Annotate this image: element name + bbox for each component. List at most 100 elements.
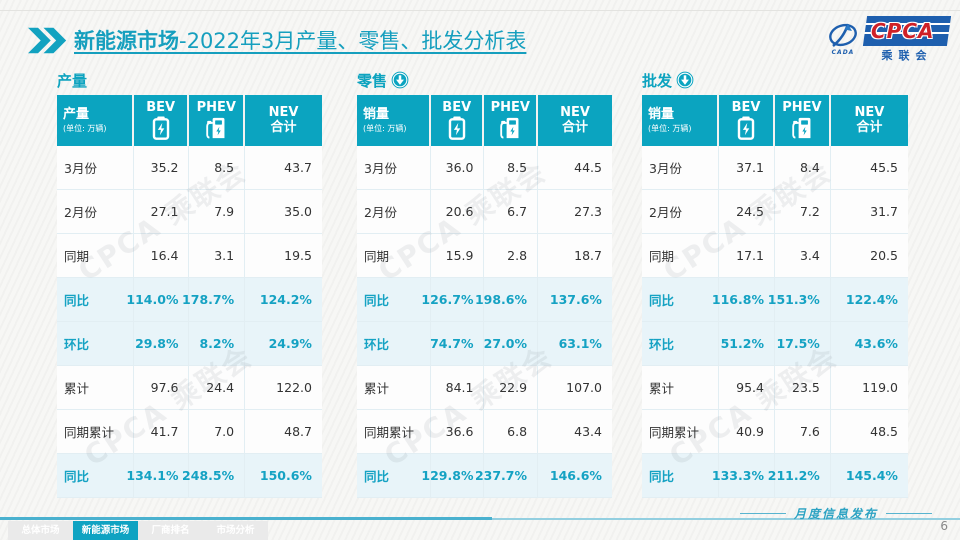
table-cell: 122.0	[245, 366, 322, 410]
row-label: 同期累计	[357, 410, 431, 454]
charger-icon	[500, 118, 519, 140]
table-section-产量: 产量 产量 (单位: 万辆) BEV PHEV NEV 合计 3月份 35.2 8.5 43.7 2月…	[57, 68, 322, 498]
row-label: 同比	[357, 278, 431, 322]
double-chevron-icon	[28, 27, 67, 53]
table-cell: 51.2%	[719, 322, 775, 366]
table-cell: 48.5	[830, 410, 908, 454]
table-cell: 24.4	[189, 366, 246, 410]
header-cell-nev-total: NEV 合计	[538, 95, 612, 146]
table-cell: 36.0	[430, 146, 485, 190]
table-cell: 8.4	[774, 146, 831, 190]
table-cell: 8.5	[189, 146, 246, 190]
table-cell: 3.1	[189, 234, 246, 278]
table-cell: 116.8%	[712, 278, 775, 322]
page-title: 新能源市场-2022年3月产量、零售、批发分析表	[74, 25, 526, 55]
table-cell: 122.4%	[830, 278, 908, 322]
table-cell: 35.2	[133, 146, 190, 190]
table-cell: 44.5	[538, 146, 612, 190]
table-cell: 6.8	[484, 410, 539, 454]
table-cell: 7.0	[189, 410, 246, 454]
table-cell: 198.6%	[475, 278, 539, 322]
page-title-highlight: 新能源市场	[74, 29, 179, 53]
section-title: 零售	[357, 68, 612, 92]
table-cell: 18.7	[538, 234, 612, 278]
table-cell: 23.5	[774, 366, 831, 410]
nev-label-line1: NEV	[268, 104, 299, 120]
caption-dash-left	[739, 513, 786, 514]
table-cell: 8.2%	[189, 322, 246, 366]
footer-tab-总体市场[interactable]: 总体市场	[21, 525, 60, 536]
table-cell: 24.9%	[245, 322, 322, 366]
table-cell: 178.7%	[182, 278, 246, 322]
data-table: 销量 (单位: 万辆) BEV PHEV NEV 合计 3月份 36.0 8.5 44.5 2月份 2…	[357, 95, 612, 498]
table-cell: 17.1	[719, 234, 775, 278]
charger-icon	[792, 118, 811, 140]
phev-label: PHEV	[196, 99, 236, 115]
table-cell: 27.3	[538, 190, 612, 234]
header-cell-bev: BEV	[430, 95, 485, 146]
row-label: 同期	[642, 234, 720, 278]
cpca-org-name: 乘联会	[881, 49, 933, 62]
table-cell: 137.6%	[538, 278, 612, 322]
table-cell: 43.4	[538, 410, 612, 454]
table-cell: 119.0	[830, 366, 908, 410]
row-label: 3月份	[357, 146, 431, 190]
footer-tab-厂商排名[interactable]: 厂商排名	[151, 525, 190, 536]
table-cell: 97.6	[133, 366, 190, 410]
table-cell: 151.3%	[768, 278, 831, 322]
table-cell: 114.0%	[126, 278, 190, 322]
header-cell-nev-total: NEV 合计	[245, 95, 322, 146]
table-cell: 15.9	[430, 234, 485, 278]
row-label: 2月份	[357, 190, 431, 234]
table-cell: 7.9	[189, 190, 246, 234]
table-cell: 16.4	[133, 234, 190, 278]
table-section-批发: 批发 销量 (单位: 万辆) BEV PHEV NEV 合计 3月份 37.1 8.4 45.5 2月…	[642, 68, 908, 498]
cpca-wordmark: CPCA 乘联会	[862, 16, 952, 62]
table-cell: 43.6%	[830, 322, 908, 366]
table-cell: 22.9	[484, 366, 539, 410]
cpca-emblem-icon	[829, 23, 857, 47]
arrow-down-circle-icon	[676, 71, 694, 89]
footer-tab-市场分析[interactable]: 市场分析	[216, 525, 255, 536]
table-cell: 6.7	[484, 190, 539, 234]
cpca-acronym: CPCA	[871, 19, 935, 43]
table-cell: 48.7	[245, 410, 322, 454]
table-cell: 107.0	[538, 366, 612, 410]
footer-tab-bar: 总体市场 新能源市场 厂商排名 市场分析	[8, 521, 268, 540]
table-cell: 145.4%	[830, 454, 908, 498]
row-label: 同比	[57, 278, 134, 322]
table-cell: 134.1%	[126, 454, 190, 498]
table-cell: 40.9	[719, 410, 775, 454]
row-label: 2月份	[57, 190, 134, 234]
battery-icon	[448, 116, 465, 141]
data-table: 销量 (单位: 万辆) BEV PHEV NEV 合计 3月份 37.1 8.4 45.5 2月份 2…	[642, 95, 908, 498]
header-cell-label: 产量 (单位: 万辆)	[57, 95, 134, 146]
table-cell: 20.6	[430, 190, 485, 234]
footer-line-left	[0, 517, 492, 520]
row-label: 累计	[57, 366, 134, 410]
table-cell: 63.1%	[538, 322, 612, 366]
battery-icon	[737, 116, 755, 141]
phev-label: PHEV	[782, 99, 822, 115]
row-label: 同比	[357, 454, 431, 498]
table-cell: 35.0	[245, 190, 322, 234]
header-unit: (单位: 万辆)	[63, 123, 107, 133]
table-cell: 211.2%	[768, 454, 831, 498]
bev-label: BEV	[146, 99, 176, 115]
table-cell: 2.8	[484, 234, 539, 278]
row-label: 同期	[357, 234, 431, 278]
header-cell-bev: BEV	[719, 95, 775, 146]
table-cell: 248.5%	[182, 454, 246, 498]
page-number: 6	[940, 519, 948, 533]
row-label: 3月份	[642, 146, 720, 190]
footer-tab-新能源市场[interactable]: 新能源市场	[73, 521, 138, 540]
row-label: 同期	[57, 234, 134, 278]
header-metric: 销量	[363, 106, 390, 122]
table-cell: 37.1	[719, 146, 775, 190]
bev-label: BEV	[442, 99, 472, 115]
caption-dash-right	[886, 513, 932, 514]
table-cell: 36.6	[430, 410, 485, 454]
section-title: 产量	[57, 68, 322, 92]
row-label: 同比	[642, 454, 720, 498]
